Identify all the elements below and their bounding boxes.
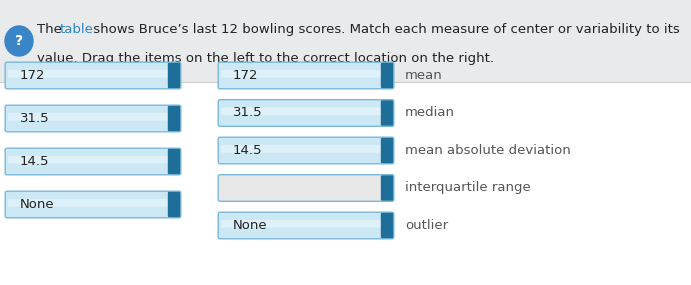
- Text: The: The: [37, 23, 66, 36]
- FancyBboxPatch shape: [221, 145, 381, 153]
- FancyBboxPatch shape: [218, 212, 394, 239]
- Text: ?: ?: [15, 34, 23, 48]
- FancyBboxPatch shape: [381, 63, 393, 88]
- Text: interquartile range: interquartile range: [405, 182, 531, 194]
- Text: value. Drag the items on the left to the correct location on the right.: value. Drag the items on the left to the…: [37, 52, 494, 66]
- Text: mean absolute deviation: mean absolute deviation: [405, 144, 571, 157]
- FancyBboxPatch shape: [8, 70, 168, 78]
- FancyBboxPatch shape: [6, 105, 181, 132]
- FancyBboxPatch shape: [168, 63, 180, 88]
- FancyBboxPatch shape: [168, 106, 180, 131]
- Ellipse shape: [5, 26, 33, 56]
- Text: 14.5: 14.5: [233, 144, 263, 157]
- FancyBboxPatch shape: [221, 107, 381, 115]
- Text: 31.5: 31.5: [20, 112, 50, 125]
- FancyBboxPatch shape: [8, 199, 168, 207]
- FancyBboxPatch shape: [168, 149, 180, 174]
- FancyBboxPatch shape: [218, 137, 394, 164]
- Text: mean: mean: [405, 69, 443, 82]
- FancyBboxPatch shape: [381, 213, 393, 238]
- Text: 172: 172: [20, 69, 46, 82]
- FancyBboxPatch shape: [218, 175, 394, 201]
- FancyBboxPatch shape: [8, 113, 168, 121]
- Text: 14.5: 14.5: [20, 155, 50, 168]
- FancyBboxPatch shape: [6, 191, 181, 218]
- FancyBboxPatch shape: [218, 100, 394, 126]
- FancyBboxPatch shape: [0, 0, 691, 82]
- Text: shows Bruce’s last 12 bowling scores. Match each measure of center or variabilit: shows Bruce’s last 12 bowling scores. Ma…: [89, 23, 680, 36]
- Text: None: None: [233, 219, 267, 232]
- FancyBboxPatch shape: [221, 70, 381, 78]
- FancyBboxPatch shape: [8, 156, 168, 164]
- FancyBboxPatch shape: [6, 62, 181, 89]
- Text: outlier: outlier: [405, 219, 448, 232]
- Text: 31.5: 31.5: [233, 107, 263, 119]
- Text: table: table: [60, 23, 94, 36]
- Text: 172: 172: [233, 69, 258, 82]
- FancyBboxPatch shape: [221, 220, 381, 228]
- FancyBboxPatch shape: [168, 192, 180, 217]
- Text: None: None: [20, 198, 55, 211]
- FancyBboxPatch shape: [381, 175, 393, 201]
- FancyBboxPatch shape: [381, 138, 393, 163]
- Text: median: median: [405, 107, 455, 119]
- FancyBboxPatch shape: [381, 100, 393, 126]
- FancyBboxPatch shape: [218, 62, 394, 89]
- FancyBboxPatch shape: [6, 148, 181, 175]
